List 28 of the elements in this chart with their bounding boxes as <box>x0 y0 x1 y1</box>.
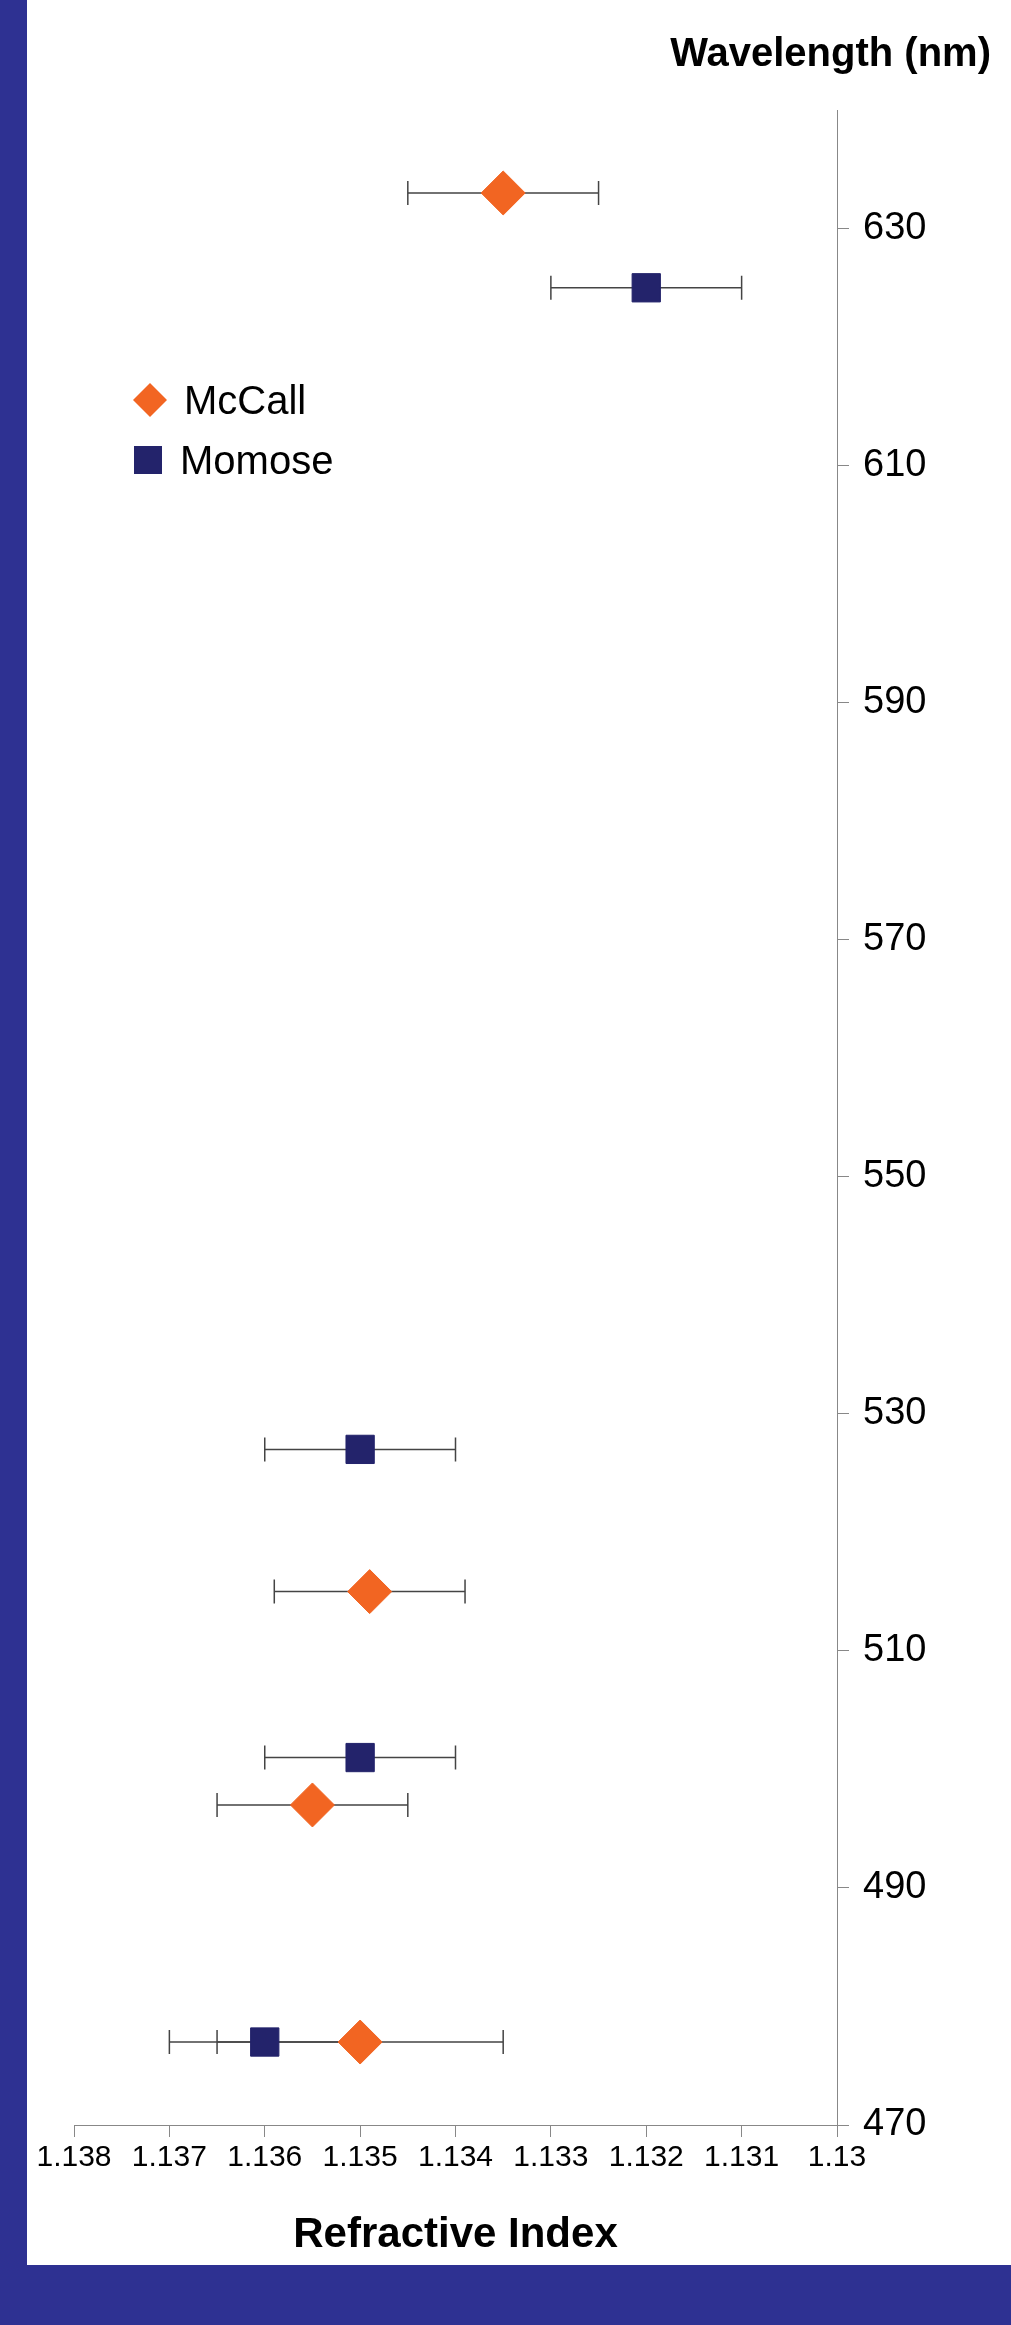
y-tick-label: 530 <box>863 1390 927 1433</box>
x-tick-label: 1.133 <box>513 2139 589 2173</box>
point <box>289 1782 335 1828</box>
y-tick-label: 610 <box>863 442 927 485</box>
y-tick-label: 550 <box>863 1153 927 1196</box>
point <box>250 2027 280 2057</box>
x-tick-label: 1.131 <box>704 2139 780 2173</box>
point <box>345 1434 375 1465</box>
point <box>480 170 526 216</box>
point <box>631 273 661 303</box>
legend-label: Momose <box>180 437 334 484</box>
legend-label: McCall <box>184 377 307 424</box>
y-tick-label: 590 <box>863 679 927 722</box>
x-tick-label: 1.135 <box>322 2139 398 2173</box>
x-tick-label: 1.134 <box>417 2139 494 2173</box>
point <box>347 1569 393 1615</box>
x-tick-label: 1.136 <box>227 2139 303 2173</box>
x-tick-label: 1.132 <box>608 2139 684 2173</box>
x-tick-label: 1.138 <box>36 2139 112 2173</box>
x-axis-title: Refractive Index <box>293 2209 619 2257</box>
y-tick-label: 570 <box>863 916 927 959</box>
point <box>345 1742 375 1773</box>
point <box>337 2019 383 2065</box>
y-tick-label: 490 <box>863 1864 927 1907</box>
y-axis-title: Wavelength (nm) <box>670 30 991 75</box>
y-tick-label: 630 <box>863 205 927 248</box>
y-tick-label: 510 <box>863 1627 927 1670</box>
x-tick-label: 1.137 <box>131 2139 207 2173</box>
